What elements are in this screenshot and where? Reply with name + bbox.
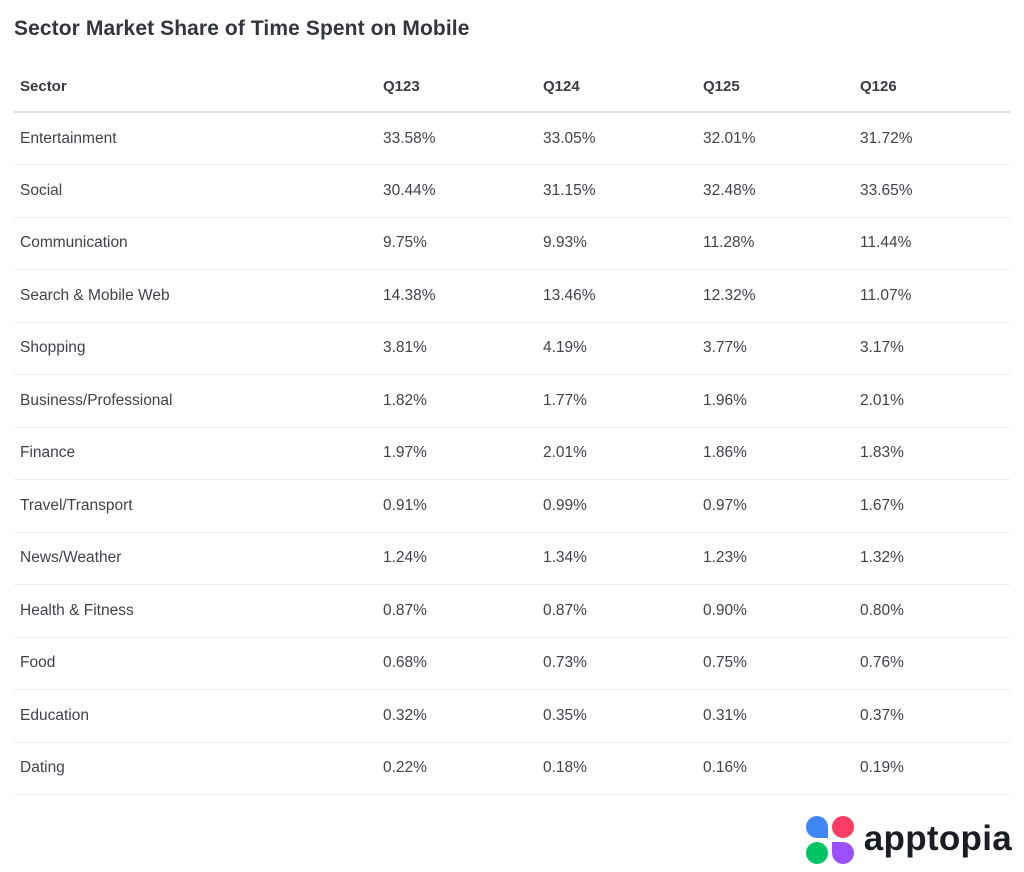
- market-share-table: Sector Q123 Q124 Q125 Q126 Entertainment…: [14, 61, 1010, 795]
- value-cell: 9.75%: [377, 217, 537, 270]
- sector-cell: Finance: [14, 427, 377, 480]
- value-cell: 0.32%: [377, 689, 537, 743]
- value-cell: 1.97%: [377, 427, 537, 480]
- value-cell: 1.82%: [377, 374, 537, 428]
- table-row: Communication 9.75% 9.93% 11.28% 11.44%: [14, 217, 1010, 270]
- value-cell: 0.97%: [697, 479, 854, 533]
- value-cell: 0.19%: [854, 742, 1010, 795]
- value-cell: 0.87%: [377, 584, 537, 638]
- value-cell: 0.22%: [377, 742, 537, 795]
- value-cell: 11.28%: [697, 217, 854, 270]
- table-row: Social 30.44% 31.15% 32.48% 33.65%: [14, 164, 1010, 218]
- table-row: Health & Fitness 0.87% 0.87% 0.90% 0.80%: [14, 584, 1010, 638]
- value-cell: 1.23%: [697, 532, 854, 585]
- value-cell: 32.01%: [697, 112, 854, 165]
- table-body: Entertainment 33.58% 33.05% 32.01% 31.72% Soc…: [14, 112, 1010, 795]
- value-cell: 0.16%: [697, 742, 854, 795]
- value-cell: 0.76%: [854, 637, 1010, 690]
- sector-cell: Health & Fitness: [14, 584, 377, 638]
- sector-cell: Shopping: [14, 322, 377, 375]
- sector-cell: Entertainment: [14, 112, 377, 165]
- table-row: Business/Professional 1.82% 1.77% 1.96% 2.01…: [14, 374, 1010, 428]
- value-cell: 0.68%: [377, 637, 537, 690]
- value-cell: 1.86%: [697, 427, 854, 480]
- value-cell: 33.58%: [377, 112, 537, 165]
- value-cell: 14.38%: [377, 269, 537, 323]
- sector-cell: Education: [14, 689, 377, 743]
- value-cell: 31.15%: [537, 164, 697, 218]
- value-cell: 1.34%: [537, 532, 697, 585]
- sector-cell: Communication: [14, 217, 377, 270]
- value-cell: 0.35%: [537, 689, 697, 743]
- value-cell: 9.93%: [537, 217, 697, 270]
- table-row: Dating 0.22% 0.18% 0.16% 0.19%: [14, 742, 1010, 795]
- table-row: Finance 1.97% 2.01% 1.86% 1.83%: [14, 427, 1010, 480]
- sector-cell: Social: [14, 164, 377, 218]
- header-row: Sector Q123 Q124 Q125 Q126: [14, 61, 1010, 113]
- column-header-sector: Sector: [14, 61, 377, 113]
- value-cell: 0.18%: [537, 742, 697, 795]
- brand-footer: apptopia: [805, 816, 1012, 864]
- value-cell: 33.05%: [537, 112, 697, 165]
- logo-petal-purple: [831, 842, 854, 864]
- value-cell: 1.77%: [537, 374, 697, 428]
- table-row: Travel/Transport 0.91% 0.99% 0.97% 1.67%: [14, 479, 1010, 533]
- value-cell: 33.65%: [854, 164, 1010, 218]
- value-cell: 0.87%: [537, 584, 697, 638]
- value-cell: 1.96%: [697, 374, 854, 428]
- table-row: Education 0.32% 0.35% 0.31% 0.37%: [14, 689, 1010, 743]
- column-header-q123: Q123: [377, 61, 537, 113]
- table-row: Food 0.68% 0.73% 0.75% 0.76%: [14, 637, 1010, 690]
- column-header-q124: Q124: [537, 61, 697, 113]
- value-cell: 4.19%: [537, 322, 697, 375]
- table-row: Entertainment 33.58% 33.05% 32.01% 31.72%: [14, 112, 1010, 165]
- value-cell: 12.32%: [697, 269, 854, 323]
- value-cell: 0.80%: [854, 584, 1010, 638]
- brand-name: apptopia: [863, 818, 1012, 858]
- column-header-q125: Q125: [697, 61, 854, 113]
- value-cell: 2.01%: [854, 374, 1010, 428]
- sector-cell: News/Weather: [14, 532, 377, 585]
- value-cell: 0.91%: [377, 479, 537, 533]
- value-cell: 1.67%: [854, 479, 1010, 533]
- value-cell: 30.44%: [377, 164, 537, 218]
- sector-cell: Food: [14, 637, 377, 690]
- value-cell: 3.77%: [697, 322, 854, 375]
- value-cell: 0.31%: [697, 689, 854, 743]
- value-cell: 0.73%: [537, 637, 697, 690]
- logo-petal-green: [805, 842, 828, 864]
- sector-cell: Travel/Transport: [14, 479, 377, 533]
- column-header-q126: Q126: [854, 61, 1010, 113]
- value-cell: 0.75%: [697, 637, 854, 690]
- logo-petal-blue: [805, 816, 828, 838]
- table-row: News/Weather 1.24% 1.34% 1.23% 1.32%: [14, 532, 1010, 585]
- value-cell: 0.90%: [697, 584, 854, 638]
- table-header: Sector Q123 Q124 Q125 Q126: [14, 61, 1010, 113]
- value-cell: 0.99%: [537, 479, 697, 533]
- value-cell: 1.83%: [854, 427, 1010, 480]
- sector-cell: Search & Mobile Web: [14, 269, 377, 323]
- table-row: Search & Mobile Web 14.38% 13.46% 12.32% 11.…: [14, 269, 1010, 323]
- value-cell: 0.37%: [854, 689, 1010, 743]
- value-cell: 32.48%: [697, 164, 854, 218]
- apptopia-logo-icon: [805, 816, 854, 864]
- value-cell: 11.44%: [854, 217, 1010, 270]
- value-cell: 1.32%: [854, 532, 1010, 585]
- sector-cell: Business/Professional: [14, 374, 377, 428]
- sector-cell: Dating: [14, 742, 377, 795]
- value-cell: 1.24%: [377, 532, 537, 585]
- value-cell: 13.46%: [537, 269, 697, 323]
- table-row: Shopping 3.81% 4.19% 3.77% 3.17%: [14, 322, 1010, 375]
- value-cell: 3.17%: [854, 322, 1010, 375]
- value-cell: 2.01%: [537, 427, 697, 480]
- logo-petal-pink: [831, 816, 854, 838]
- value-cell: 31.72%: [854, 112, 1010, 165]
- value-cell: 3.81%: [377, 322, 537, 375]
- value-cell: 11.07%: [854, 269, 1010, 323]
- page-title: Sector Market Share of Time Spent on Mob…: [14, 17, 470, 40]
